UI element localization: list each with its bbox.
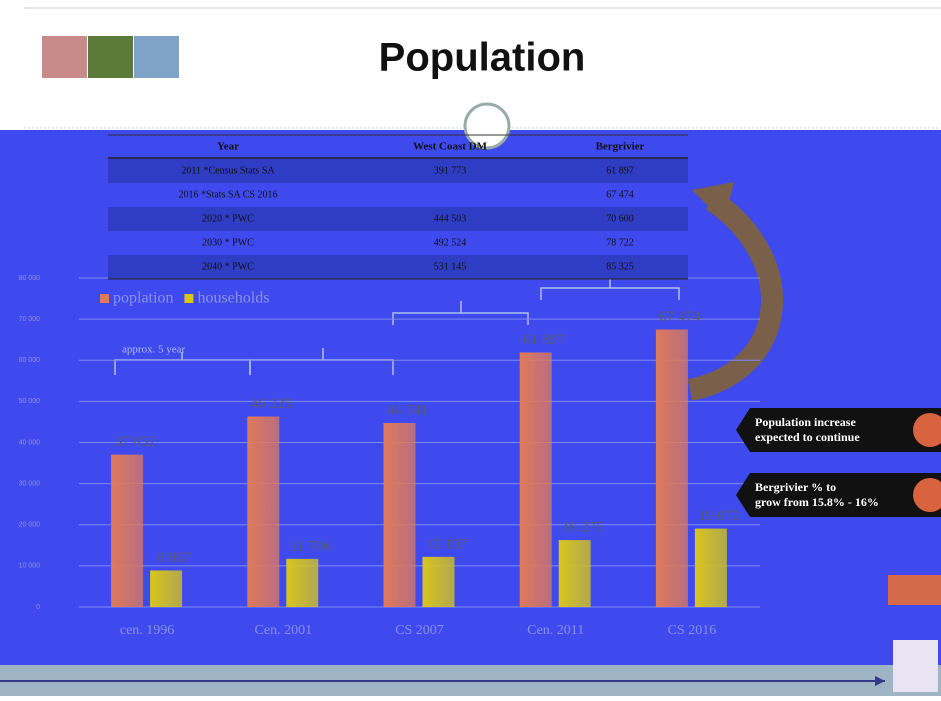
- value-label: 44 741: [387, 402, 428, 418]
- photo: [42, 36, 87, 78]
- bar: [694, 528, 727, 607]
- table-cell: 391 773: [434, 165, 467, 176]
- table-row: [108, 183, 688, 207]
- table-cell: 70 600: [606, 213, 634, 224]
- table-cell: 61 897: [606, 165, 634, 176]
- legend-swatch: [184, 294, 194, 303]
- y-tick-label: 70 000: [19, 316, 41, 323]
- x-tick-label: cen. 1996: [120, 623, 174, 638]
- y-tick-label: 40 000: [19, 439, 41, 446]
- bar: [150, 570, 183, 607]
- x-tick-label: Cen. 2001: [255, 623, 313, 638]
- table-cell: 444 503: [434, 213, 467, 224]
- table-cell: 2011 *Census Stats SA: [181, 165, 275, 176]
- slide-title: Population: [379, 36, 586, 80]
- y-tick-label: 60 000: [19, 357, 41, 364]
- table-header: West Coast DM: [413, 141, 488, 153]
- value-label: 61 897: [523, 332, 565, 348]
- table-cell: 492 524: [434, 237, 467, 248]
- x-tick-label: CS 2016: [668, 623, 717, 638]
- bar: [519, 352, 552, 607]
- value-label: 19 072: [698, 508, 739, 524]
- legend-swatch: [100, 294, 109, 303]
- y-tick-label: 0: [36, 604, 40, 611]
- callout-text: Bergrivier % to: [755, 480, 836, 494]
- x-tick-label: Cen. 2011: [527, 623, 584, 638]
- bar: [247, 416, 280, 607]
- crest: [893, 640, 938, 692]
- bar: [383, 423, 416, 607]
- value-label: 67 474: [659, 309, 701, 325]
- value-label: 11 706: [290, 538, 331, 554]
- callout: [736, 408, 941, 452]
- bar: [111, 454, 144, 607]
- legend-label: poplation: [113, 290, 173, 307]
- table-cell: 2016 *Stats SA CS 2016: [179, 189, 278, 200]
- value-label: 16 275: [562, 520, 603, 536]
- table-row: [108, 231, 688, 255]
- y-tick-label: 80 000: [19, 275, 41, 282]
- bar: [286, 558, 319, 607]
- callout-dot: [913, 478, 941, 512]
- value-label: 12 197: [426, 536, 468, 552]
- y-tick-label: 20 000: [19, 522, 41, 529]
- ornament: [463, 102, 511, 150]
- photo: [134, 36, 179, 78]
- callout-dot: [913, 413, 941, 447]
- annotation: approx. 5 year: [122, 344, 186, 356]
- table-row: [108, 255, 688, 279]
- table-header: Year: [217, 141, 239, 153]
- legend-label: households: [197, 290, 269, 307]
- button[interactable]: [888, 575, 941, 605]
- table-header: Bergrivier: [596, 141, 645, 153]
- curved-arrow: [687, 190, 783, 401]
- bar: [558, 540, 591, 607]
- table-cell: 531 145: [434, 261, 467, 272]
- photo: [88, 36, 133, 78]
- footer-arrow-head: [875, 676, 885, 686]
- value-label: 37 052: [114, 434, 155, 450]
- value-label: 46 325: [251, 396, 292, 412]
- table-row: [108, 207, 688, 231]
- callout-text: expected to continue: [755, 430, 860, 444]
- table-cell: 67 474: [606, 189, 634, 200]
- table-cell: 2020 * PWC: [202, 213, 254, 224]
- curved-arrow-head: [692, 182, 734, 222]
- y-tick-label: 10 000: [19, 563, 41, 570]
- callout-text: grow from 15.8% - 16%: [755, 495, 879, 509]
- x-tick-label: CS 2007: [395, 623, 444, 638]
- bar: [655, 329, 688, 607]
- table-cell: 2030 * PWC: [202, 237, 254, 248]
- callout-text: Population increase: [755, 415, 856, 429]
- value-label: 8 887: [157, 550, 191, 566]
- table-cell: 78 722: [606, 237, 634, 248]
- y-tick-label: 50 000: [19, 398, 41, 405]
- bar: [422, 556, 455, 607]
- table-cell: 2040 * PWC: [202, 261, 254, 272]
- table-row: [108, 159, 688, 183]
- y-tick-label: 30 000: [19, 480, 41, 487]
- table-cell: 85 325: [606, 261, 634, 272]
- callout: [736, 473, 941, 517]
